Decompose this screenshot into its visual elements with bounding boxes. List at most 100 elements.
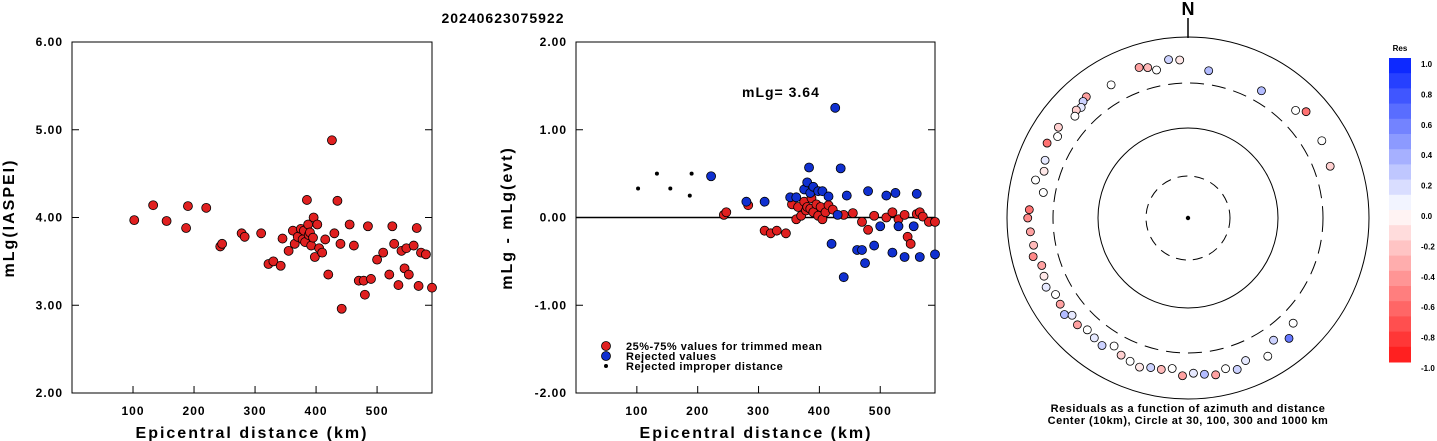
right-point-series-0 <box>869 210 880 221</box>
left-point-series-0 <box>312 219 323 230</box>
polar-point <box>1156 365 1166 374</box>
polar-point <box>1038 188 1048 197</box>
left-point-series-0 <box>239 231 250 242</box>
polar-point <box>1067 310 1077 320</box>
polar-point <box>1143 63 1153 73</box>
left-point-series-0 <box>335 238 346 249</box>
residual-colorbar: Res 1.0 0.8 0.6 0.4 0.2 0.0 -0.2 -0.4 -0.6 -0.8 -1… <box>1389 44 1435 373</box>
right-point-series-1 <box>890 188 901 198</box>
colorbar-swatch <box>1389 194 1411 211</box>
right-point-series-1 <box>887 247 898 258</box>
polar-point <box>1089 333 1099 343</box>
polar-point <box>1325 161 1335 171</box>
right-point-series-1 <box>899 252 910 262</box>
right-point-series-0 <box>887 207 898 218</box>
left-y-tick-label: 5.00 <box>36 123 63 137</box>
left-point-series-0 <box>413 281 424 291</box>
colorbar-swatch <box>1389 301 1411 317</box>
legend-label-improper: Rejected improper distance <box>626 361 783 373</box>
right-point-series-0 <box>781 228 791 239</box>
left-point-series-0 <box>148 200 159 211</box>
right-y-tick-label: 2.00 <box>540 35 567 49</box>
left-point-series-0 <box>183 201 193 211</box>
left-point-series-0 <box>201 202 212 213</box>
polar-point <box>1175 55 1185 65</box>
right-axis-ticks: 100 200 300 400 500 -2.00 -1.00 0.00 1.00 2.00 <box>535 35 935 418</box>
polar-point <box>1053 132 1063 141</box>
colorbar-swatch <box>1389 270 1411 287</box>
right-point-series-1 <box>857 245 867 255</box>
left-point-series-0 <box>283 245 294 256</box>
polar-point <box>1200 369 1209 379</box>
right-y-axis-label: mLg - mLg(evt) <box>499 146 516 290</box>
left-point-series-0 <box>389 238 400 249</box>
colorbar-swatch <box>1389 225 1411 241</box>
right-point-series-1 <box>893 221 904 232</box>
right-scatter-panel: 100 200 300 400 500 -2.00 -1.00 0.00 1.00 2.00 mL… <box>499 35 940 441</box>
legend-marker-rejected <box>601 351 611 361</box>
colorbar-swatch <box>1389 58 1411 74</box>
right-point-series-0 <box>863 224 873 235</box>
right-point-series-1 <box>826 238 837 249</box>
left-point-series-0 <box>309 252 320 262</box>
polar-point <box>1042 138 1052 148</box>
left-point-series-0 <box>277 233 288 244</box>
left-scatter-panel: 100 200 300 400 500 2.00 3.00 4.00 5.00 6.00 Epic… <box>1 35 437 441</box>
polar-point <box>1106 80 1116 90</box>
left-point-series-0 <box>320 234 331 245</box>
left-point-series-0 <box>161 216 172 226</box>
right-y-tick-label: 0.00 <box>540 211 567 225</box>
left-point-series-0 <box>411 223 422 233</box>
right-point-series-0 <box>771 225 782 236</box>
colorbar-swatch <box>1389 73 1411 89</box>
right-point-series-1 <box>706 171 716 182</box>
colorbar-tick-label: -1.0 <box>1421 364 1435 373</box>
left-point-series-0 <box>378 247 389 258</box>
colorbar-tick-label: -0.6 <box>1421 303 1435 312</box>
left-point-series-0 <box>359 289 370 300</box>
polar-point <box>1116 350 1126 360</box>
left-point-series-0 <box>129 215 140 226</box>
right-point-series-2 <box>689 171 694 176</box>
polar-point <box>1024 205 1034 215</box>
colorbar-swatch <box>1389 179 1411 196</box>
left-point-series-0 <box>384 269 395 280</box>
polar-point <box>1167 364 1177 373</box>
right-point-series-1 <box>830 102 841 113</box>
colorbar-tick-label: 0.2 <box>1421 182 1433 191</box>
ring-30km <box>1145 175 1231 261</box>
polar-residual-panel: N Residuals as a function of azimuth and… <box>1006 0 1370 427</box>
polar-point <box>1082 325 1092 335</box>
right-y-tick-label: -1.00 <box>535 298 567 312</box>
left-point-series-0 <box>363 221 373 232</box>
right-point-series-1 <box>823 191 834 202</box>
polar-point <box>1135 362 1144 372</box>
polar-point <box>1039 271 1049 281</box>
polar-point <box>1097 341 1107 350</box>
left-point-series-0 <box>268 256 279 267</box>
left-point-series-0 <box>393 280 404 290</box>
polar-point <box>1288 318 1298 328</box>
right-point-series-1 <box>914 252 925 262</box>
polar-point <box>1164 55 1173 64</box>
left-x-tick-label: 400 <box>305 404 328 418</box>
right-point-series-1 <box>863 186 873 197</box>
left-point-series-0 <box>332 195 343 206</box>
polar-point <box>1072 320 1082 330</box>
right-y-tick-label: 1.00 <box>540 123 567 137</box>
right-x-tick-label: 500 <box>869 404 892 418</box>
polar-center <box>1185 215 1191 221</box>
polar-point <box>1178 371 1187 381</box>
left-point-series-0 <box>344 219 355 230</box>
ring-1000km <box>1006 36 1370 400</box>
legend-label-rejected: Rejected values <box>626 351 717 363</box>
right-point-series-1 <box>841 190 852 201</box>
polar-point <box>1054 122 1063 132</box>
polar-point <box>1263 351 1273 361</box>
polar-point <box>1051 290 1060 299</box>
right-point-series-0 <box>899 209 910 220</box>
left-point-series-0 <box>420 249 431 260</box>
colorbar-swatch <box>1389 286 1411 302</box>
polar-caption-line-1: Residuals as a function of azimuth and d… <box>1051 403 1326 415</box>
